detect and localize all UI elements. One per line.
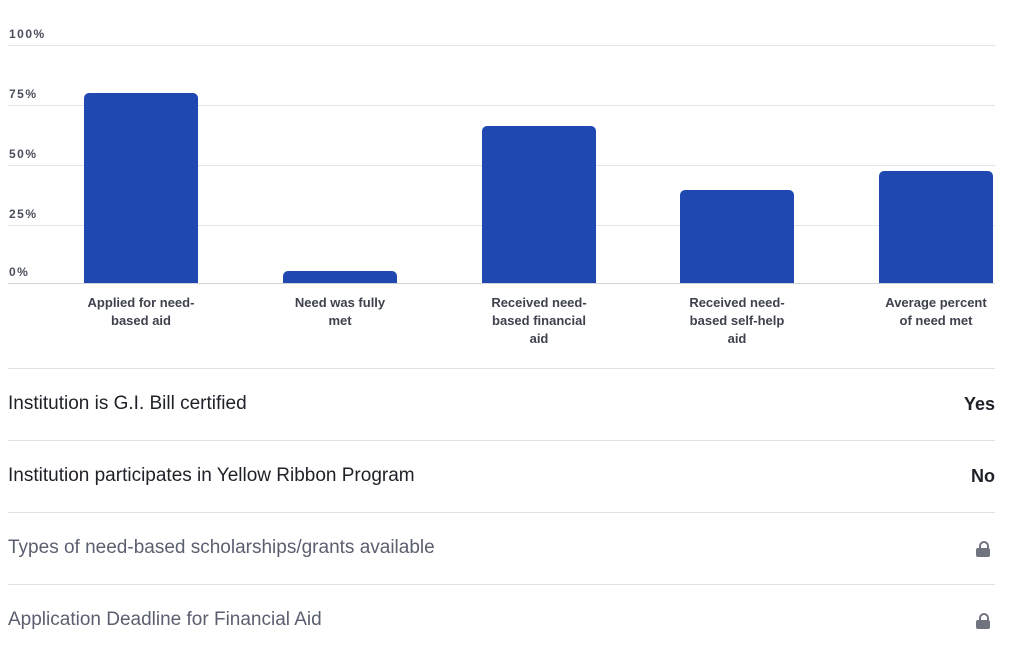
row-value: Yes bbox=[963, 394, 995, 414]
y-tick-75: 75% bbox=[9, 87, 38, 101]
bar-applied-for-need-based-aid[interactable] bbox=[84, 93, 198, 283]
x-label-received-need-based-financial-aid: Received need- based financial aid bbox=[491, 295, 587, 346]
row-need-based-scholarships-types[interactable]: Types of need-based scholarships/grants … bbox=[8, 512, 995, 584]
lock-icon[interactable] bbox=[976, 612, 990, 629]
gridline-100 bbox=[8, 45, 995, 46]
y-tick-50: 50% bbox=[9, 147, 38, 161]
lock-icon[interactable] bbox=[976, 540, 990, 557]
x-label-received-need-based-self-help-aid: Received need- based self-help aid bbox=[689, 295, 785, 346]
bar-received-need-based-financial-aid[interactable] bbox=[482, 126, 596, 283]
bar-received-need-based-self-help-aid[interactable] bbox=[680, 190, 794, 283]
y-tick-25: 25% bbox=[9, 207, 38, 221]
row-yellow-ribbon-program: Institution participates in Yellow Ribbo… bbox=[8, 440, 995, 512]
row-label: Institution is G.I. Bill certified bbox=[8, 392, 247, 414]
row-label: Institution participates in Yellow Ribbo… bbox=[8, 464, 415, 486]
x-label-need-was-fully-met: Need was fully met bbox=[294, 295, 386, 328]
y-tick-100: 100% bbox=[9, 27, 46, 41]
bar-need-was-fully-met[interactable] bbox=[283, 271, 397, 283]
y-tick-0: 0% bbox=[9, 265, 30, 279]
row-label: Application Deadline for Financial Aid bbox=[8, 608, 322, 630]
row-financial-aid-deadline[interactable]: Application Deadline for Financial Aid bbox=[8, 584, 995, 656]
x-label-applied-for-need-based-aid: Applied for need- based aid bbox=[87, 295, 195, 328]
x-label-average-percent-of-need-met: Average percent of need met bbox=[885, 295, 987, 328]
bar-average-percent-of-need-met[interactable] bbox=[879, 171, 993, 283]
row-label: Types of need-based scholarships/grants … bbox=[8, 536, 435, 558]
baseline bbox=[8, 283, 995, 284]
row-gi-bill-certified: Institution is G.I. Bill certified Yes bbox=[8, 368, 995, 440]
row-value: No bbox=[971, 466, 995, 486]
financial-aid-bar-chart: 100% 75% 50% 25% 0% Applied for need- ba… bbox=[8, 27, 995, 346]
financial-aid-details-list: Institution is G.I. Bill certified Yes I… bbox=[8, 368, 995, 656]
gridline-75 bbox=[8, 105, 995, 106]
